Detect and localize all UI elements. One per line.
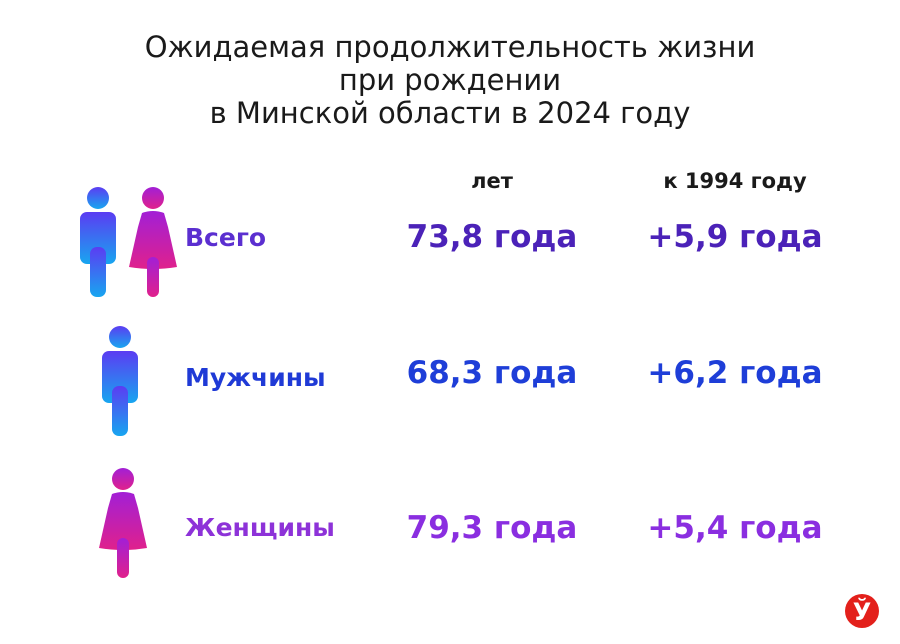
row-label: Женщины xyxy=(185,513,335,542)
row: Женщины 79,3 года +5,4 года xyxy=(185,510,823,546)
column-header: лет xyxy=(471,169,514,193)
icons xyxy=(80,187,177,578)
man-icon xyxy=(80,187,116,297)
value: 68,3 года xyxy=(407,355,578,391)
man-icon xyxy=(102,326,138,436)
change: +5,9 года xyxy=(647,219,822,255)
woman-icon xyxy=(129,187,177,297)
change: +6,2 года xyxy=(647,355,822,391)
row-label: Мужчины xyxy=(185,363,326,392)
title-line: Ожидаемая продолжительность жизни xyxy=(145,30,756,64)
logo: Ў xyxy=(845,594,879,628)
woman-icon xyxy=(99,468,147,578)
title-line: при рождении xyxy=(339,63,561,97)
title: Ожидаемая продолжительность жизни при ро… xyxy=(145,30,756,130)
value: 79,3 года xyxy=(407,510,578,546)
row: Всего 73,8 года +5,9 года xyxy=(185,219,823,255)
logo-circle xyxy=(845,594,879,628)
value: 73,8 года xyxy=(407,219,578,255)
row-label: Всего xyxy=(185,223,266,252)
column-header: к 1994 году xyxy=(663,169,807,193)
title-line: в Минской области в 2024 году xyxy=(210,96,691,130)
change: +5,4 года xyxy=(647,510,822,546)
logo-text: Ў xyxy=(853,597,872,626)
row: Мужчины 68,3 года +6,2 года xyxy=(185,355,823,392)
